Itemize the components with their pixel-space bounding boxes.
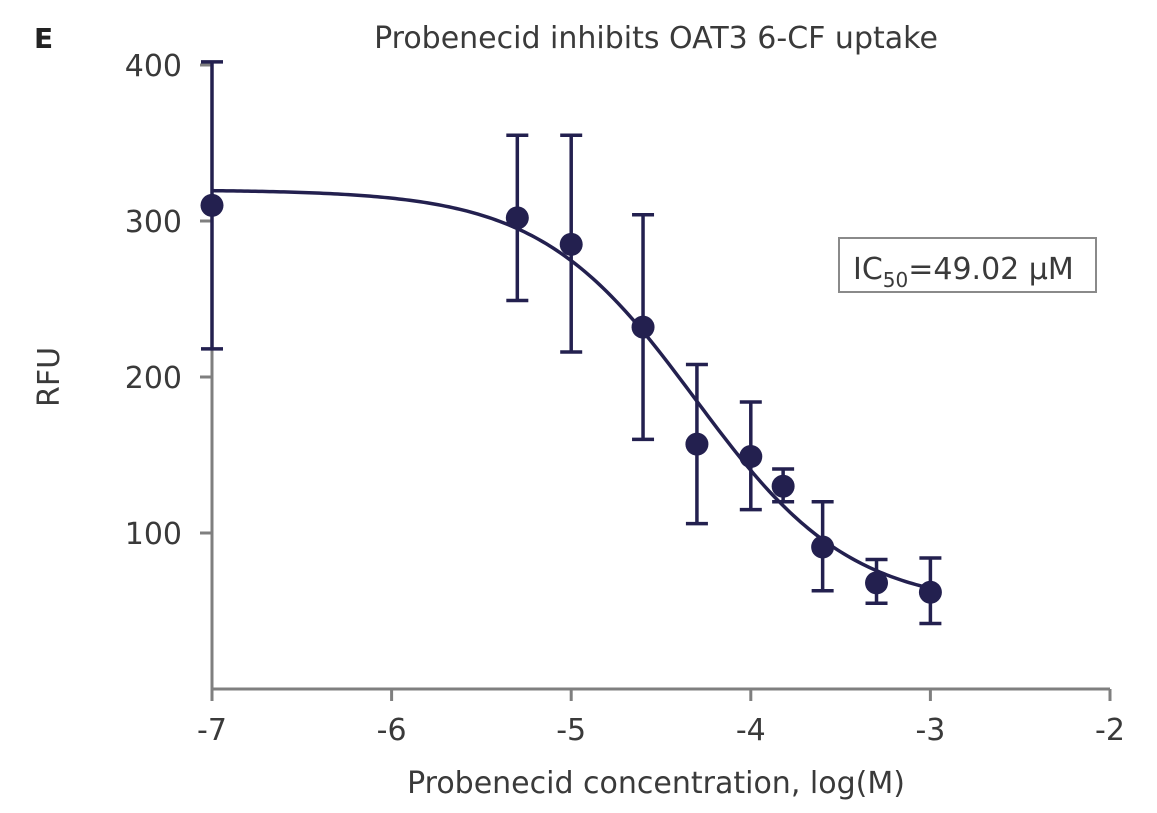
data-point <box>505 206 529 230</box>
data-point <box>811 535 835 559</box>
annotation-main: IC <box>853 252 883 287</box>
annotation-rest: =49.02 µM <box>908 252 1074 287</box>
data-point <box>685 432 709 456</box>
data-point <box>918 580 942 604</box>
annotation-text: IC50=49.02 µM <box>853 252 1074 292</box>
data-point <box>739 445 763 469</box>
data-point <box>631 315 655 339</box>
x-axis-label: Probenecid concentration, log(M) <box>407 766 905 801</box>
data-point-group <box>739 400 763 512</box>
annotation-subscript: 50 <box>883 268 908 292</box>
x-tick-label: -3 <box>915 713 945 748</box>
data-point-group <box>918 556 942 626</box>
x-tick-label: -7 <box>197 713 227 748</box>
data-point-group <box>559 133 583 354</box>
y-tick-label: 200 <box>125 361 182 396</box>
x-tick-label: -6 <box>377 713 407 748</box>
data-point <box>865 571 889 595</box>
data-point-group <box>505 133 529 303</box>
data-points <box>200 60 942 626</box>
x-tick-label: -4 <box>736 713 766 748</box>
data-point-group <box>771 467 795 504</box>
panel-letter: E <box>34 22 53 55</box>
chart-title: Probenecid inhibits OAT3 6-CF uptake <box>374 21 938 56</box>
y-axis-label: RFU <box>32 347 67 407</box>
axes: -7 -6 -5 -4 -3 -2 100 200 300 400 <box>125 49 1125 748</box>
x-tick-label: -2 <box>1095 713 1125 748</box>
x-tick-label: -5 <box>556 713 586 748</box>
y-tick-label: 100 <box>125 517 182 552</box>
data-point <box>559 232 583 256</box>
y-tick-label: 400 <box>125 49 182 84</box>
data-point-group <box>200 60 224 351</box>
ic50-annotation: IC50=49.02 µM <box>838 237 1097 293</box>
data-point-group <box>685 362 709 526</box>
data-point <box>200 193 224 217</box>
annotation-box <box>838 237 1097 293</box>
data-point-group <box>631 213 655 442</box>
data-point-group <box>865 557 889 605</box>
data-point <box>771 474 795 498</box>
data-point-group <box>811 500 835 593</box>
y-tick-label: 300 <box>125 205 182 240</box>
